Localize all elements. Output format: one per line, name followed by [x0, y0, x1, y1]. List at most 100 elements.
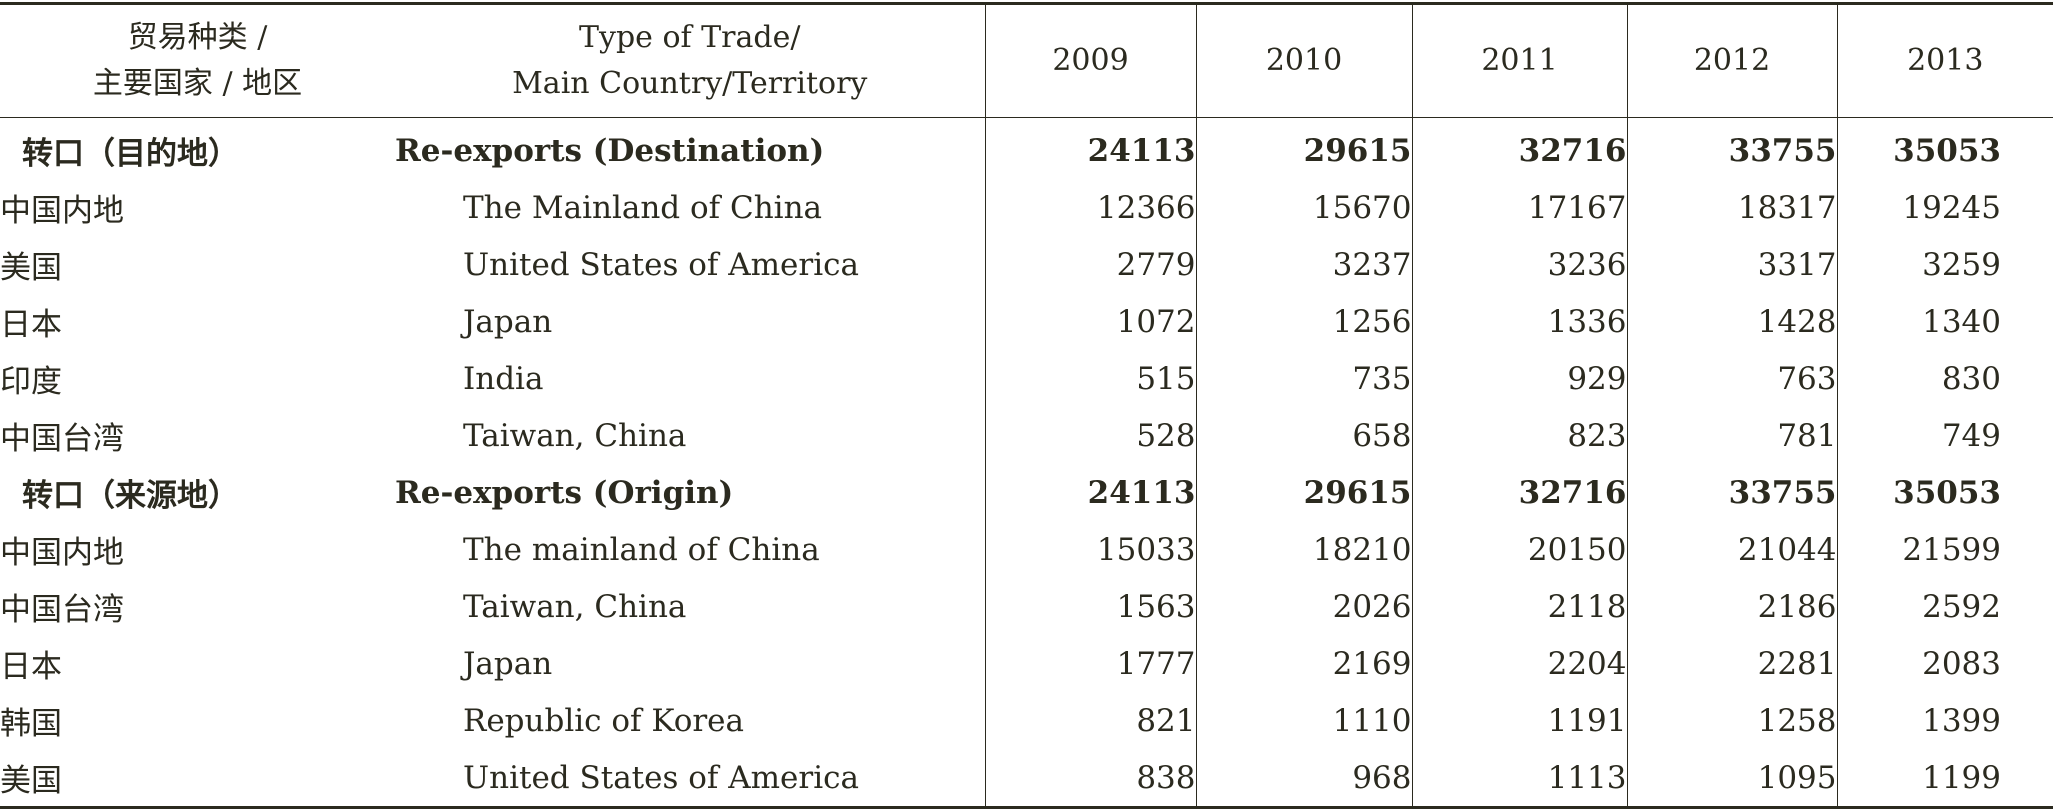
cell-country-cn: 转口（来源地） [22, 478, 239, 514]
cell-country-cn: 美国 [0, 763, 62, 799]
cell-value-2012: 3317 [1626, 236, 1837, 293]
cell-value-2011: 17167 [1411, 179, 1627, 236]
cell-country-en: Taiwan, China [463, 417, 687, 454]
cell-country-en: Re-exports (Origin) [395, 474, 734, 511]
cell-value-2012: 763 [1626, 350, 1837, 407]
cell-value-2011: 32716 [1411, 464, 1627, 521]
cell-value-2009: 1072 [984, 293, 1196, 350]
cell-value-2010: 29615 [1195, 117, 1412, 179]
table-row: 美国 United States of America 2779 3237 3236 33… [0, 236, 2053, 293]
table-row: 美国 United States of America 838 968 1113 1095… [0, 749, 2053, 808]
cell-country-en: Republic of Korea [463, 702, 745, 739]
cell-value-2011: 1191 [1411, 692, 1627, 749]
cell-value-2011: 20150 [1411, 521, 1627, 578]
cell-country-en: The Mainland of China [463, 189, 823, 226]
cell-value-2013: 35053 [1836, 464, 2053, 521]
cell-value-2012: 33755 [1626, 117, 1837, 179]
cell-country-en: Japan [463, 645, 553, 682]
cell-value-2013: 1399 [1836, 692, 2053, 749]
header-year-2010: 2010 [1195, 3, 1412, 118]
cell-country-en: Japan [463, 303, 553, 340]
cell-value-2012: 781 [1626, 407, 1837, 464]
table-row: 韩国 Republic of Korea 821 1110 1191 1258 1399 [0, 692, 2053, 749]
table-row-group: 转口（来源地） Re-exports (Origin) 24113 29615 3271… [0, 464, 2053, 521]
cell-value-2012: 2281 [1626, 635, 1837, 692]
cell-country-en: United States of America [463, 246, 859, 283]
cell-value-2012: 1428 [1626, 293, 1837, 350]
cell-value-2013: 35053 [1836, 117, 2053, 179]
cell-value-2013: 3259 [1836, 236, 2053, 293]
cell-value-2011: 1113 [1411, 749, 1627, 808]
cell-value-2009: 24113 [984, 464, 1196, 521]
cell-value-2011: 823 [1411, 407, 1627, 464]
cell-country-en: India [463, 360, 544, 397]
cell-value-2009: 821 [984, 692, 1196, 749]
cell-value-2009: 838 [984, 749, 1196, 808]
cell-value-2009: 2779 [984, 236, 1196, 293]
cell-value-2012: 1095 [1626, 749, 1837, 808]
table-row-group: 转口（目的地） Re-exports (Destination) 24113 2961… [0, 117, 2053, 179]
table-row: 中国台湾 Taiwan, China 528 658 823 781 749 [0, 407, 2053, 464]
cell-value-2009: 24113 [984, 117, 1196, 179]
cell-country-en: Re-exports (Destination) [395, 132, 825, 169]
cell-country-cn: 转口（目的地） [22, 136, 239, 172]
table-body: 转口（目的地） Re-exports (Destination) 24113 2961… [0, 117, 2053, 808]
cell-country-cn: 韩国 [0, 706, 62, 742]
cell-value-2009: 1777 [984, 635, 1196, 692]
cell-value-2010: 2169 [1195, 635, 1412, 692]
cell-value-2012: 18317 [1626, 179, 1837, 236]
header-year-2011: 2011 [1411, 3, 1627, 118]
cell-value-2009: 515 [984, 350, 1196, 407]
cell-value-2010: 658 [1195, 407, 1412, 464]
cell-value-2010: 15670 [1195, 179, 1412, 236]
cell-value-2011: 929 [1411, 350, 1627, 407]
cell-country-cn: 中国台湾 [0, 421, 124, 457]
cell-value-2010: 968 [1195, 749, 1412, 808]
cell-value-2009: 528 [984, 407, 1196, 464]
cell-value-2010: 735 [1195, 350, 1412, 407]
table-row: 中国内地 The Mainland of China 12366 15670 17167… [0, 179, 2053, 236]
cell-value-2010: 1256 [1195, 293, 1412, 350]
cell-value-2011: 1336 [1411, 293, 1627, 350]
cell-value-2013: 21599 [1836, 521, 2053, 578]
cell-value-2013: 749 [1836, 407, 2053, 464]
cell-country-cn: 中国内地 [0, 535, 124, 571]
cell-value-2013: 1340 [1836, 293, 2053, 350]
cell-country-en: United States of America [463, 759, 859, 796]
cell-value-2012: 21044 [1626, 521, 1837, 578]
cell-value-2013: 2592 [1836, 578, 2053, 635]
cell-value-2010: 3237 [1195, 236, 1412, 293]
table-row: 日本 Japan 1072 1256 1336 1428 1340 [0, 293, 2053, 350]
cell-value-2013: 830 [1836, 350, 2053, 407]
header-en-category: Type of Trade/ Main Country/Territory [395, 3, 985, 118]
cell-country-cn: 日本 [0, 649, 62, 685]
header-year-2013: 2013 [1836, 3, 2053, 118]
table-row: 日本 Japan 1777 2169 2204 2281 2083 [0, 635, 2053, 692]
cell-country-en: Taiwan, China [463, 588, 687, 625]
cell-value-2010: 1110 [1195, 692, 1412, 749]
cell-value-2009: 1563 [984, 578, 1196, 635]
cell-value-2010: 29615 [1195, 464, 1412, 521]
table-row: 印度 India 515 735 929 763 830 [0, 350, 2053, 407]
header-year-2012: 2012 [1626, 3, 1837, 118]
cell-value-2010: 2026 [1195, 578, 1412, 635]
cell-value-2013: 2083 [1836, 635, 2053, 692]
cell-country-cn: 中国台湾 [0, 592, 124, 628]
cell-value-2011: 2204 [1411, 635, 1627, 692]
cell-value-2013: 19245 [1836, 179, 2053, 236]
cell-value-2009: 15033 [984, 521, 1196, 578]
cell-value-2012: 33755 [1626, 464, 1837, 521]
table-row: 中国台湾 Taiwan, China 1563 2026 2118 2186 2592 [0, 578, 2053, 635]
cell-value-2011: 2118 [1411, 578, 1627, 635]
table-row: 中国内地 The mainland of China 15033 18210 20150… [0, 521, 2053, 578]
cell-value-2011: 3236 [1411, 236, 1627, 293]
cell-value-2012: 2186 [1626, 578, 1837, 635]
cell-country-cn: 中国内地 [0, 193, 124, 229]
cell-value-2010: 18210 [1195, 521, 1412, 578]
cell-value-2012: 1258 [1626, 692, 1837, 749]
header-cn-category: 贸易种类 / 主要国家 / 地区 [0, 3, 395, 118]
table-header: 贸易种类 / 主要国家 / 地区 Type of Trade/ Main Cou… [0, 3, 2053, 118]
cell-country-cn: 日本 [0, 307, 62, 343]
